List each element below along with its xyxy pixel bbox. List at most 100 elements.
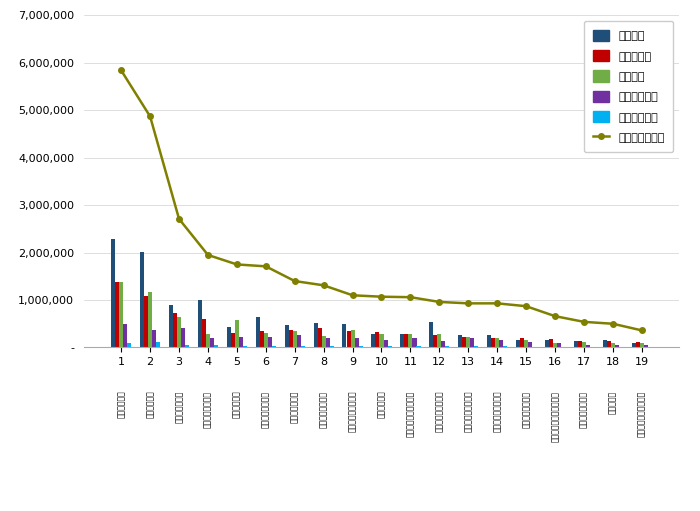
Bar: [358, 346, 363, 347]
Bar: [429, 322, 433, 347]
Bar: [293, 331, 297, 347]
Bar: [491, 337, 495, 347]
Bar: [375, 332, 379, 347]
Bar: [582, 342, 586, 347]
Text: 해양환경공단: 해양환경공단: [232, 390, 241, 419]
Bar: [268, 337, 272, 347]
Text: 한국해양홈보공사: 한국해양홈보공사: [319, 390, 328, 428]
Bar: [260, 331, 264, 347]
Bar: [227, 327, 231, 347]
브랜드평판지수: [580, 319, 588, 325]
Bar: [412, 338, 416, 347]
Bar: [615, 344, 619, 347]
Bar: [578, 341, 582, 347]
Text: 극지연구소: 극지연구소: [608, 390, 617, 414]
Bar: [470, 338, 475, 347]
Text: 한국수산자원공단: 한국수산자원공단: [261, 390, 270, 428]
Bar: [198, 299, 202, 347]
Bar: [388, 346, 391, 347]
Bar: [405, 334, 408, 347]
Bar: [636, 342, 640, 347]
Bar: [433, 335, 438, 347]
Bar: [384, 340, 388, 347]
Bar: [285, 325, 288, 347]
브랜드평판지수: [464, 300, 473, 307]
Bar: [206, 334, 210, 347]
브랜드평판지수: [262, 263, 270, 269]
브랜드평판지수: [406, 294, 414, 300]
Bar: [379, 334, 384, 347]
Bar: [272, 345, 276, 347]
Bar: [318, 328, 321, 347]
Bar: [119, 282, 123, 347]
Bar: [603, 340, 607, 347]
Bar: [202, 319, 206, 347]
브랜드평판지수: [146, 113, 154, 120]
Bar: [342, 324, 346, 347]
Bar: [553, 343, 557, 347]
Bar: [574, 341, 578, 347]
Bar: [442, 341, 445, 347]
Bar: [495, 338, 499, 347]
Bar: [590, 346, 594, 347]
Text: 선박해양플랜트연구소: 선박해양플랜트연구소: [637, 390, 646, 437]
Bar: [264, 333, 268, 347]
브랜드평판지수: [522, 303, 531, 309]
Text: 인신항만공사: 인신항만공사: [146, 390, 155, 419]
Text: 한국해양조사협회: 한국해양조사협회: [580, 390, 589, 428]
Bar: [326, 337, 330, 347]
브랜드평판지수: [435, 299, 444, 305]
Bar: [445, 346, 449, 347]
Bar: [181, 328, 185, 347]
Bar: [557, 343, 561, 347]
Bar: [586, 344, 590, 347]
Bar: [400, 334, 405, 347]
브랜드평판지수: [493, 300, 501, 307]
Text: 부산항만공사: 부산항만공사: [117, 390, 126, 419]
Bar: [243, 346, 247, 347]
Bar: [115, 283, 119, 347]
Bar: [611, 343, 615, 347]
Bar: [503, 346, 507, 347]
Bar: [458, 335, 462, 347]
Bar: [148, 292, 152, 347]
Bar: [256, 317, 260, 347]
Bar: [234, 320, 239, 347]
Bar: [545, 340, 549, 347]
Bar: [487, 335, 491, 347]
Bar: [330, 346, 334, 347]
Bar: [499, 340, 503, 347]
Bar: [214, 345, 218, 347]
Bar: [549, 339, 553, 347]
Bar: [239, 337, 243, 347]
브랜드평판지수: [117, 67, 125, 74]
Bar: [607, 341, 611, 347]
브랜드평판지수: [377, 294, 386, 300]
Bar: [140, 251, 144, 347]
Text: 국립해양박물관: 국립해양박물관: [174, 390, 183, 423]
Text: 한국해양수산연수원: 한국해양수산연수원: [348, 390, 357, 432]
브랜드평판지수: [349, 292, 357, 298]
브랜드평판지수: [204, 252, 212, 258]
브랜드평판지수: [232, 261, 241, 268]
Text: 국립해양생물자원관: 국립해양생물자원관: [493, 390, 502, 432]
Bar: [314, 323, 318, 347]
브랜드평판지수: [319, 282, 328, 288]
Bar: [355, 338, 358, 347]
Bar: [644, 345, 648, 347]
Bar: [475, 346, 478, 347]
Bar: [152, 331, 156, 347]
Bar: [438, 334, 442, 347]
Bar: [372, 334, 375, 347]
Bar: [561, 346, 565, 347]
Bar: [297, 335, 301, 347]
Bar: [640, 343, 644, 347]
Bar: [301, 346, 304, 347]
Bar: [288, 331, 293, 347]
Text: 울산항만공사: 울산항만공사: [377, 390, 386, 419]
Bar: [520, 338, 524, 347]
브랜드평판지수: [175, 216, 183, 222]
Bar: [416, 346, 421, 347]
Bar: [173, 313, 177, 347]
Bar: [123, 324, 127, 347]
